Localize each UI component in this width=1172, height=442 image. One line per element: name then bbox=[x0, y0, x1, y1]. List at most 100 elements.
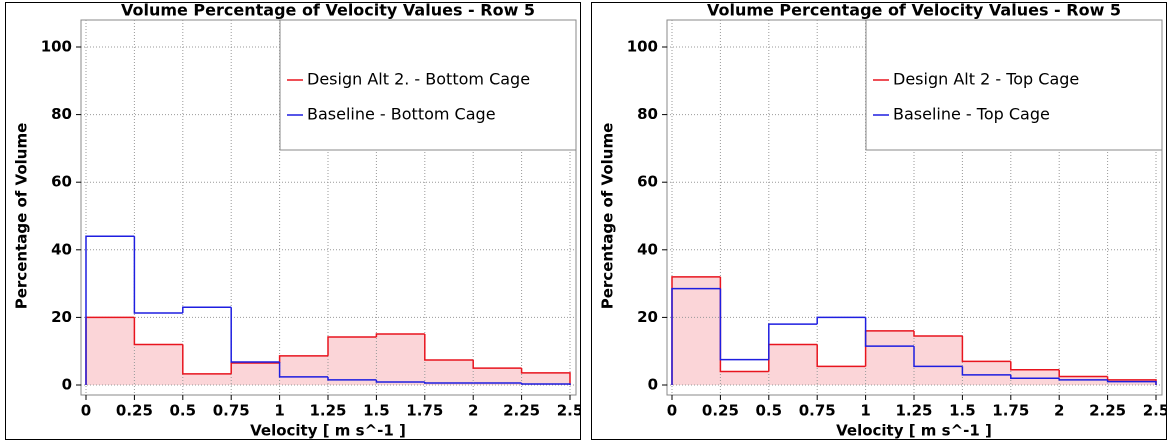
hist-fill bbox=[424, 359, 474, 385]
x-tick-label: 1.75 bbox=[406, 402, 443, 420]
hist-step bbox=[230, 362, 280, 374]
hist-step bbox=[230, 307, 280, 363]
x-tick-label: 0 bbox=[667, 402, 677, 420]
x-tick-label: 0.5 bbox=[756, 402, 783, 420]
x-tick-label: 2.25 bbox=[503, 402, 540, 420]
hist-fill bbox=[962, 361, 1011, 385]
hist-step bbox=[1058, 369, 1108, 378]
x-tick-label: 0.25 bbox=[702, 402, 739, 420]
hist-fill bbox=[279, 355, 328, 385]
hist-fill bbox=[86, 317, 135, 385]
hist-fill bbox=[817, 366, 866, 385]
y-tick-label: 0 bbox=[648, 376, 658, 394]
hist-fill bbox=[231, 363, 280, 385]
hist-step bbox=[913, 346, 963, 368]
y-tick-label: 80 bbox=[637, 105, 658, 123]
hist-fill bbox=[521, 372, 570, 385]
hist-step bbox=[278, 362, 328, 378]
hist-step bbox=[816, 344, 866, 368]
x-tick-label: 2.25 bbox=[1089, 402, 1126, 420]
x-tick-label: 1.5 bbox=[363, 402, 390, 420]
hist-step bbox=[768, 323, 818, 360]
y-tick-label: 60 bbox=[51, 173, 72, 191]
y-axis-label: Percentage of Volume bbox=[599, 123, 617, 310]
x-tick-label: 1 bbox=[274, 402, 284, 420]
y-tick-label: 20 bbox=[637, 308, 658, 326]
hist-fill bbox=[182, 373, 232, 385]
hist-step bbox=[278, 355, 328, 364]
hist-fill bbox=[376, 333, 425, 385]
hist-step bbox=[1106, 379, 1157, 385]
hist-fill bbox=[865, 330, 914, 385]
chart: Volume Percentage of Velocity Values - R… bbox=[591, 2, 1167, 440]
hist-fill bbox=[134, 344, 183, 385]
y-tick-label: 20 bbox=[51, 308, 72, 326]
y-tick-label: 60 bbox=[637, 173, 658, 191]
hist-fill bbox=[1059, 376, 1108, 385]
y-tick-label: 40 bbox=[51, 240, 72, 258]
x-tick-label: 0.25 bbox=[116, 402, 153, 420]
x-tick-label: 1.25 bbox=[895, 402, 932, 420]
hist-fill bbox=[328, 337, 377, 385]
hist-step bbox=[520, 382, 571, 385]
hist-step bbox=[133, 317, 183, 346]
y-tick-label: 0 bbox=[62, 376, 72, 394]
chart: Volume Percentage of Velocity Values - R… bbox=[5, 2, 581, 440]
y-tick-label: 100 bbox=[627, 38, 658, 56]
hist-step bbox=[864, 317, 914, 347]
x-tick-label: 2.5 bbox=[1143, 402, 1167, 420]
hist-step bbox=[1010, 374, 1060, 379]
hist-step bbox=[671, 287, 721, 385]
hist-fill bbox=[914, 335, 963, 385]
x-tick-label: 1.5 bbox=[949, 402, 976, 420]
hist-step bbox=[719, 288, 769, 361]
hist-fill bbox=[473, 368, 522, 385]
hist-step bbox=[520, 368, 571, 385]
hist-step bbox=[85, 235, 135, 385]
x-tick-label: 2 bbox=[1054, 402, 1064, 420]
hist-step bbox=[913, 330, 963, 337]
hist-step bbox=[816, 316, 866, 325]
hist-step bbox=[961, 335, 1011, 363]
legend-label: Design Alt 2 - Top Cage bbox=[893, 70, 1079, 89]
y-tick-label: 80 bbox=[51, 105, 72, 123]
hist-step bbox=[1058, 378, 1108, 381]
x-tick-label: 1.25 bbox=[309, 402, 346, 420]
legend-box bbox=[865, 19, 1163, 151]
hist-fill bbox=[672, 276, 721, 385]
y-tick-label: 40 bbox=[637, 240, 658, 258]
hist-fill bbox=[720, 371, 769, 385]
x-tick-label: 1 bbox=[860, 402, 870, 420]
hist-step bbox=[375, 379, 425, 383]
hist-step bbox=[133, 236, 183, 314]
x-tick-label: 2 bbox=[468, 402, 478, 420]
hist-fill bbox=[768, 344, 818, 385]
hist-step bbox=[472, 359, 522, 369]
hist-step bbox=[327, 376, 377, 381]
hist-step bbox=[182, 344, 232, 375]
x-tick-label: 0.75 bbox=[799, 402, 836, 420]
x-axis-label: Velocity [ m s^-1 ] bbox=[250, 422, 406, 440]
x-axis-label: Velocity [ m s^-1 ] bbox=[836, 422, 992, 440]
hist-fill bbox=[1010, 369, 1060, 385]
hist-fill bbox=[1107, 379, 1156, 385]
legend-label: Baseline - Bottom Cage bbox=[307, 105, 496, 124]
y-axis-label: Percentage of Volume bbox=[13, 123, 31, 310]
x-tick-label: 0.75 bbox=[213, 402, 250, 420]
x-tick-label: 2.5 bbox=[557, 402, 581, 420]
hist-step bbox=[1010, 361, 1060, 371]
chart-title: Volume Percentage of Velocity Values - R… bbox=[707, 2, 1121, 20]
hist-step bbox=[182, 306, 232, 314]
x-tick-label: 0.5 bbox=[170, 402, 197, 420]
legend-box bbox=[279, 19, 577, 151]
chart-title: Volume Percentage of Velocity Values - R… bbox=[121, 2, 535, 20]
hist-step bbox=[327, 336, 377, 356]
y-tick-label: 100 bbox=[41, 38, 72, 56]
hist-step bbox=[424, 333, 474, 361]
hist-step bbox=[375, 333, 425, 338]
x-tick-label: 1.75 bbox=[992, 402, 1029, 420]
hist-step bbox=[961, 366, 1011, 376]
legend-label: Baseline - Top Cage bbox=[893, 105, 1050, 124]
hist-step bbox=[424, 381, 474, 384]
